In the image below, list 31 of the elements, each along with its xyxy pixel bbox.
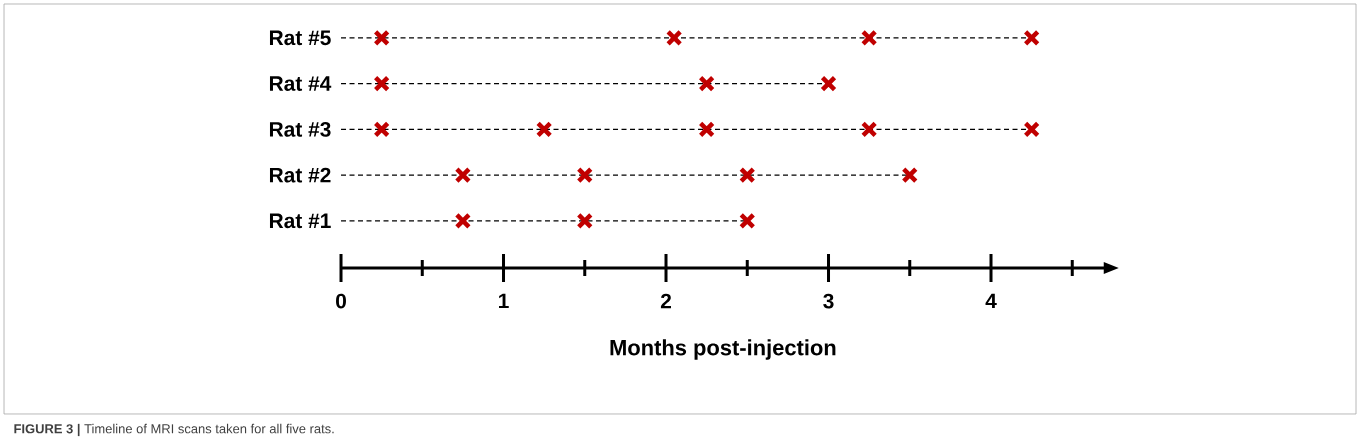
- y-tick-label: Rat #2: [269, 167, 331, 183]
- x-axis-title: Months post-injection: [610, 339, 836, 360]
- point: [860, 29, 878, 47]
- y-tick-label: Rat #5: [269, 30, 331, 46]
- y-tick-label: Rat #1: [269, 213, 331, 229]
- point: [535, 121, 553, 138]
- point: [665, 29, 683, 47]
- point: [454, 166, 472, 184]
- point: [860, 121, 878, 138]
- point: [373, 121, 390, 138]
- point: [1023, 29, 1040, 47]
- y-tick-label: Rat #3: [269, 121, 331, 137]
- text: FIGURE 3 | Timeline of MRI scans taken for all five rats.: [14, 423, 334, 437]
- x-tick-label: 3: [823, 293, 834, 309]
- point: [820, 75, 837, 92]
- point: [698, 75, 715, 92]
- point: [576, 212, 594, 230]
- point: [739, 212, 756, 230]
- x-tick-label: 2: [660, 293, 671, 309]
- point: [373, 75, 390, 92]
- point: [1023, 121, 1040, 138]
- point: [698, 121, 715, 138]
- x-tick-label: 1: [499, 293, 509, 309]
- y-tick-label: Rat #4: [269, 76, 332, 91]
- point: [454, 212, 472, 230]
- point: [901, 166, 919, 184]
- point: [576, 166, 594, 184]
- point: [373, 29, 390, 47]
- x-tick-label: 0: [336, 293, 346, 309]
- point: [739, 166, 756, 184]
- x-tick-label: 4: [985, 293, 997, 309]
